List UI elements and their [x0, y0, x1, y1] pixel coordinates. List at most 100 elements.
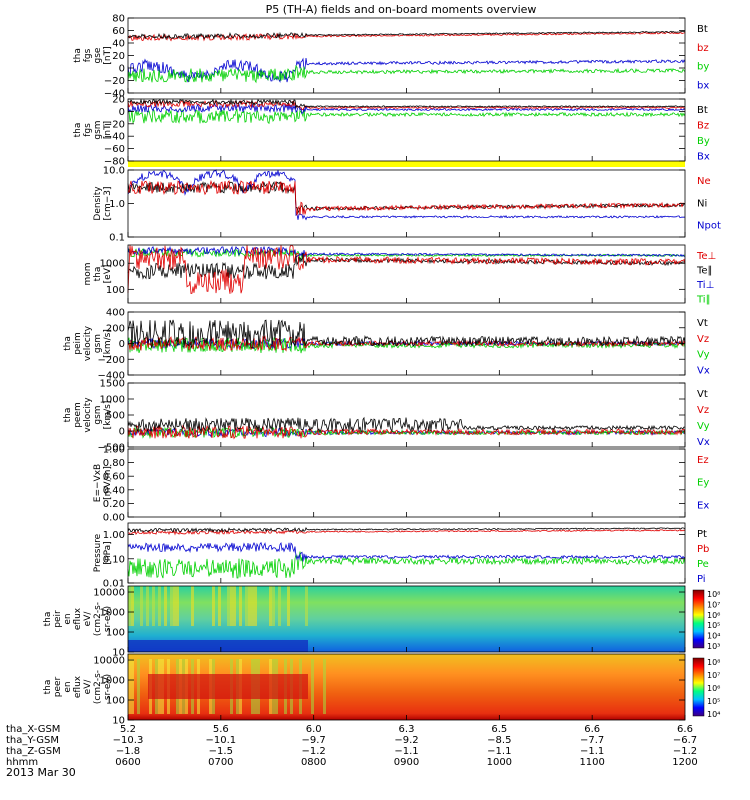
x-tick-label: −1.1 [580, 746, 604, 757]
x-row-label: tha_X-GSM [6, 724, 60, 735]
y-axis-label-peem_velocity: gsm [93, 405, 103, 424]
y-tick-label-fgs_gse: 40 [112, 39, 125, 50]
x-row-label: tha_Y-GSM [6, 735, 59, 746]
y-tick-label-peem_velocity: −500 [98, 443, 125, 454]
y-tick-label-peir_spec: 100 [106, 628, 125, 639]
trace-gsm-bz [127, 99, 686, 111]
date-label: 2013 Mar 30 [6, 766, 76, 779]
trace-peim-vt [127, 319, 686, 349]
legend-fgs_gse: Bt [697, 24, 708, 35]
peer-spectrogram-streak [323, 659, 326, 714]
y-tick-label-peim_velocity: 0 [119, 339, 125, 350]
x-tick-label: −1.1 [487, 746, 511, 757]
legend-efield: Ex [697, 500, 709, 511]
legend-density: Ne [697, 176, 711, 187]
y-tick-label-fgs_gse: −20 [104, 76, 125, 87]
legend-density: Npot [697, 221, 721, 232]
y-axis-label-fgs_gse: [nT] [103, 46, 113, 64]
y-tick-label-peem_velocity: 1000 [100, 395, 125, 406]
panel-frame-fgs_gse [127, 17, 686, 94]
legend-pressure: Pb [697, 544, 709, 555]
y-axis-label-peem_velocity: velocity [83, 397, 93, 433]
y-axis-label-peir_spec: sr-eV) [103, 606, 113, 632]
y-axis-label-fgs_gsm: tha [73, 123, 83, 138]
peir-spectrogram-streak [152, 586, 155, 626]
y-tick-label-pressure: 0.01 [103, 579, 125, 590]
legend-temperature: Ti∥ [696, 295, 711, 306]
legend-temperature: Ti⊥ [696, 280, 714, 291]
peir-spectrogram-streak [305, 586, 308, 626]
peer-spectrogram-streak [128, 659, 131, 714]
y-tick-label-pressure: 1.00 [103, 530, 125, 541]
y-tick-label-fgs_gse: −40 [104, 89, 125, 100]
panel-frame-density [127, 169, 686, 238]
y-axis-label-peim_velocity: gsm [93, 334, 103, 353]
trace-gsm-bx [127, 102, 686, 115]
trace-te-par [127, 252, 686, 280]
y-axis-label-peer_spec: peer [53, 676, 63, 697]
x-tick-label: −10.1 [206, 735, 237, 746]
y-axis-label-peer_spec: eV/ [83, 679, 93, 695]
legend-fgs_gsm: Bx [697, 152, 710, 163]
y-tick-label-temperature: 100 [106, 285, 125, 296]
x-tick-label: 5.2 [120, 724, 136, 735]
y-tick-label-efield: 1.00 [103, 445, 125, 456]
trace-gse-by [127, 64, 686, 84]
peir-colorbar [692, 589, 705, 649]
legend-fgs_gsm: By [697, 136, 710, 147]
peir-spectrogram-streak [251, 586, 254, 626]
trace-pi [127, 541, 686, 562]
y-axis-label-peim_velocity: velocity [83, 325, 93, 361]
peir-spectrogram-streak [248, 586, 251, 626]
trace-gse-bt [127, 30, 685, 40]
y-tick-label-peem_velocity: 500 [106, 411, 125, 422]
y-tick-label-peir_spec: 10000 [93, 588, 125, 599]
y-axis-label-peem_velocity: [km/s] [103, 401, 113, 430]
legend-peim_velocity: Vz [697, 334, 709, 345]
legend-peim_velocity: Vx [697, 365, 710, 376]
peer-colorbar-label: 10⁴ [707, 710, 720, 719]
flag-bar [128, 161, 685, 167]
trace-gse-bx [127, 57, 686, 83]
y-tick-label-peem_velocity: 1500 [100, 379, 125, 390]
y-axis-label-fgs_gsm: fgs [83, 123, 93, 137]
peer-colorbar-label: 10⁵ [707, 697, 720, 706]
peir-spectrogram-streak [131, 586, 134, 626]
y-axis-label-peer_spec: tha [43, 680, 53, 695]
y-tick-label-fgs_gse: 0 [119, 64, 125, 75]
x-tick-label: 6.6 [677, 724, 693, 735]
x-tick-label: −1.8 [116, 746, 140, 757]
y-tick-label-fgs_gse: 60 [112, 26, 125, 37]
peir-colorbar-label: 10⁴ [707, 632, 720, 641]
peir-spectrogram-streak [227, 586, 230, 626]
legend-peim_velocity: Vy [697, 350, 710, 361]
x-tick-label: 1200 [672, 757, 697, 768]
legend-temperature: Te∥ [696, 266, 713, 277]
y-tick-label-peer_spec: 10 [112, 716, 125, 727]
peir-colorbar-label: 10⁷ [707, 600, 720, 609]
trace-ti-perp [127, 245, 686, 259]
y-axis-label-fgs_gse: fgs [83, 48, 93, 62]
trace-ni [127, 181, 685, 215]
y-tick-label-temperature: 1000 [100, 259, 125, 270]
y-tick-label-peer_spec: 1000 [100, 676, 125, 687]
traces-layer [127, 30, 686, 720]
y-axis-label-peir_spec: (cm2-s- [93, 602, 103, 636]
peir-spectrogram-streak [191, 586, 194, 626]
peer-spectrogram-core [148, 674, 308, 699]
legend-peem_velocity: Vy [697, 421, 710, 432]
y-tick-label-fgs_gsm: −40 [104, 132, 125, 143]
peir-spectrogram-streak [218, 586, 221, 626]
legend-peim_velocity: Vt [697, 318, 708, 329]
peer-colorbar-label: 10⁶ [707, 684, 720, 693]
trace-peim-vz [127, 335, 686, 352]
y-axis-label-peir_spec: peir [53, 610, 63, 628]
legend-pressure: Pe [697, 559, 709, 570]
peir-colorbar-label: 10⁸ [707, 590, 720, 599]
y-tick-label-peir_spec: 1000 [100, 608, 125, 619]
y-axis-label-peir_spec: eV/ [83, 611, 93, 627]
legend-fgs_gse: bx [697, 80, 709, 91]
peir-spectrogram-streak [287, 586, 290, 626]
y-axis-label-pressure: [nPa] [103, 541, 113, 564]
peir-spectrogram-streak [254, 586, 257, 626]
